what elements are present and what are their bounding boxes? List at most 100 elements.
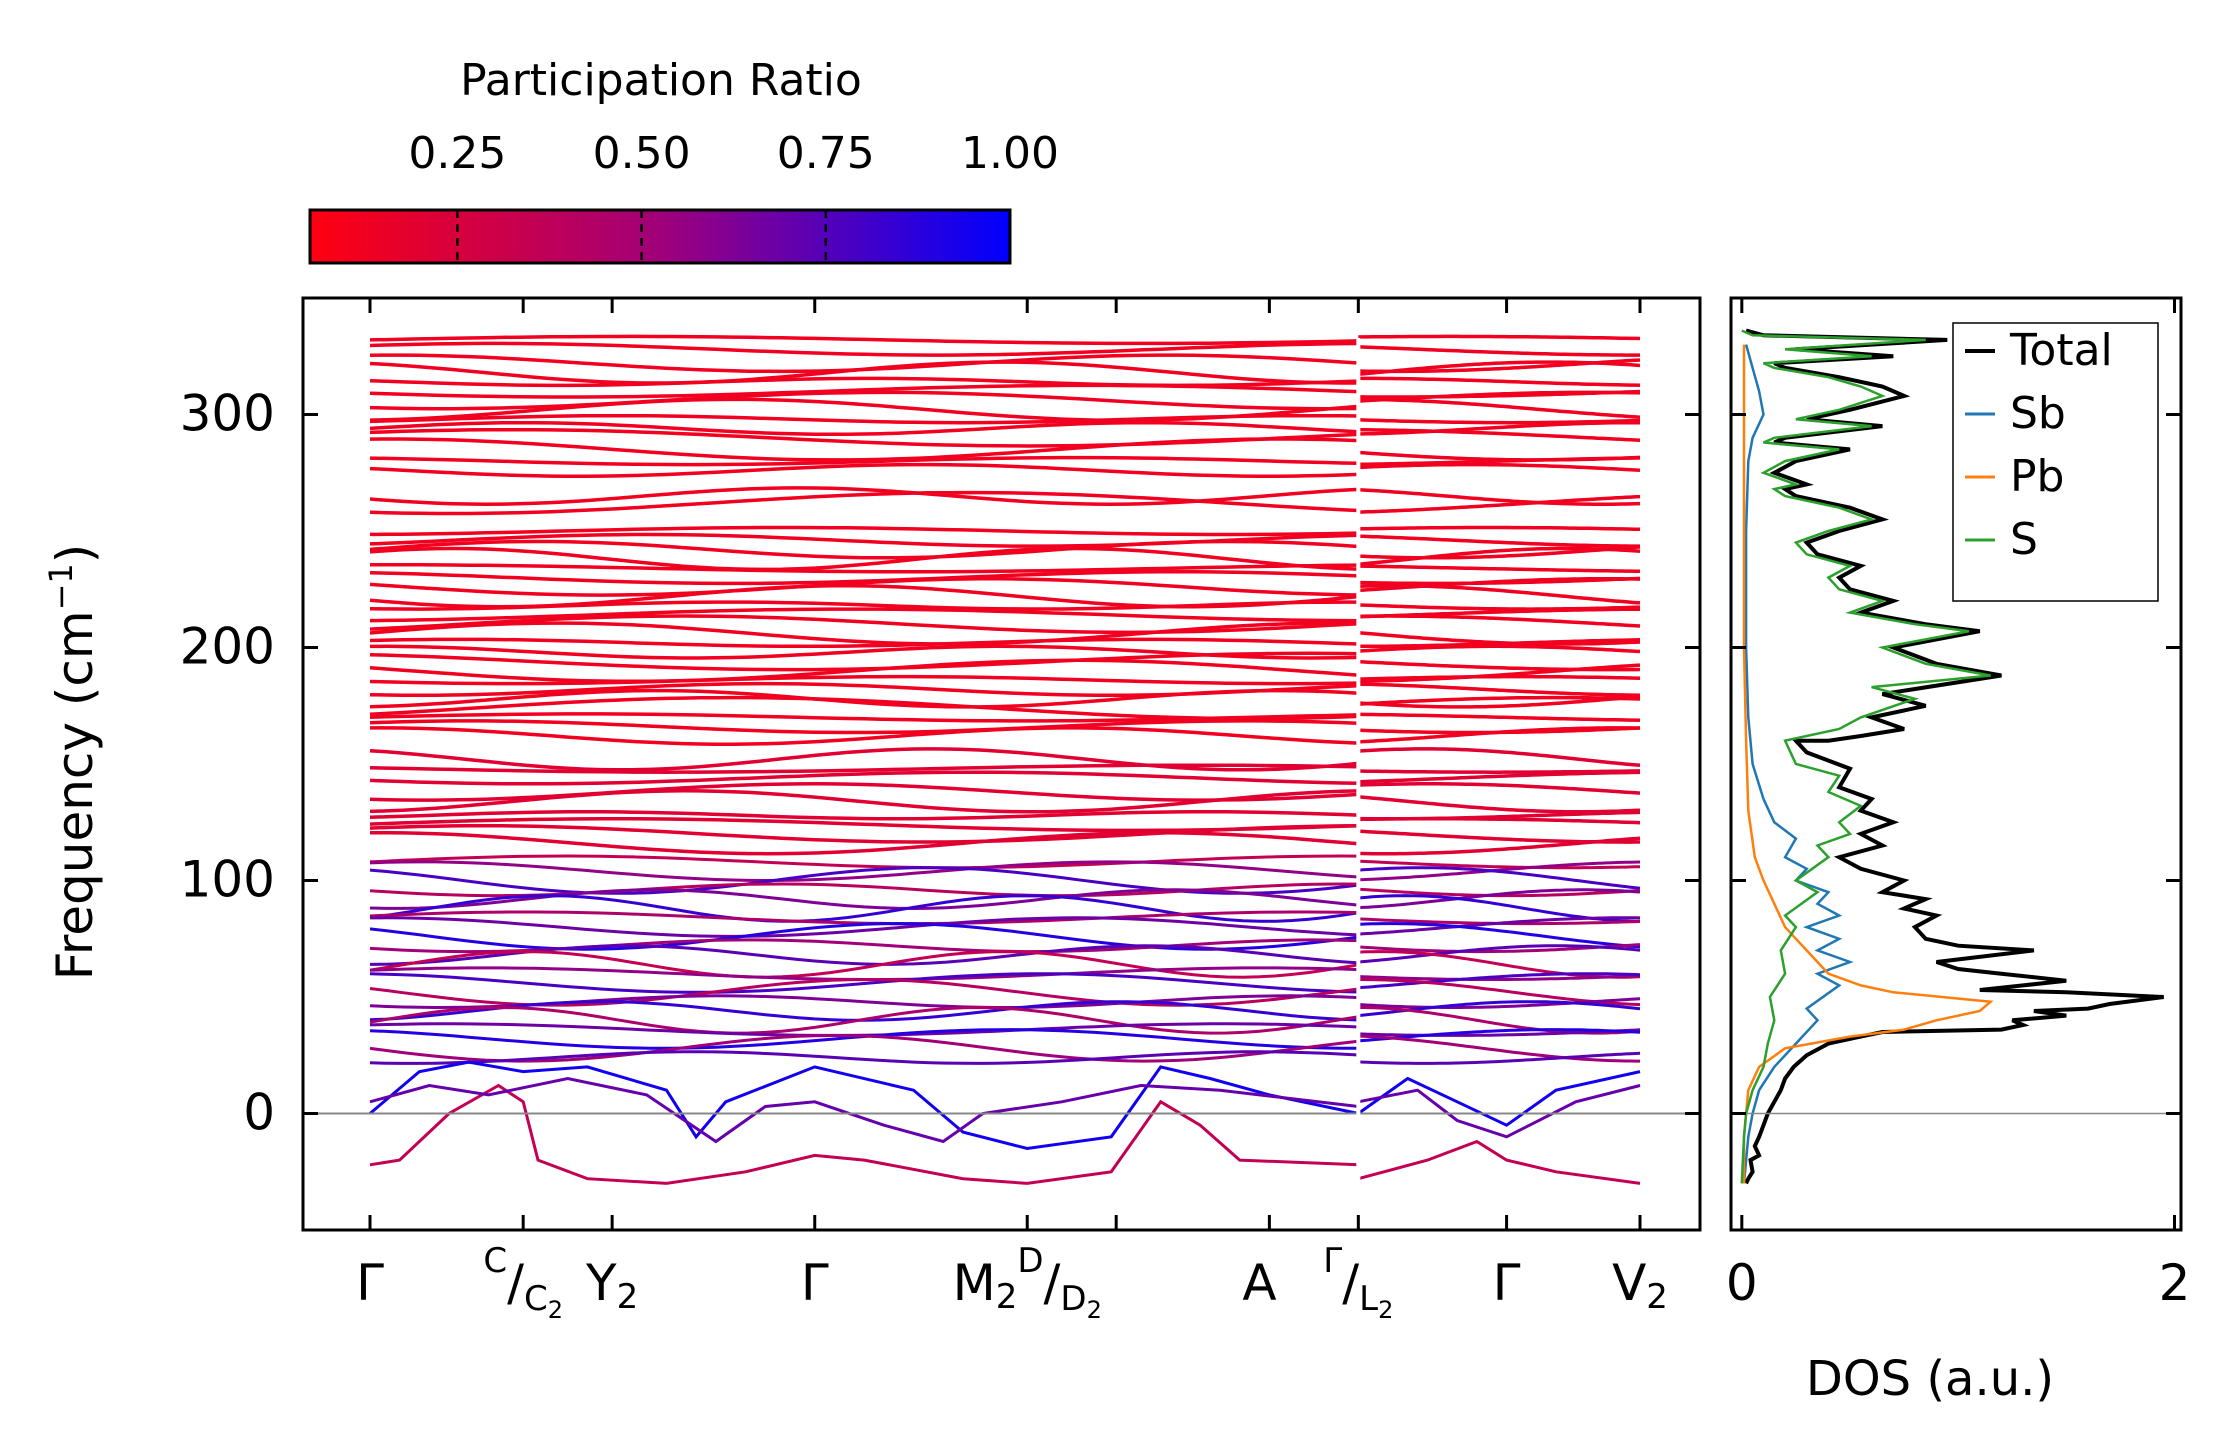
phonon-band-line: [1358, 494, 1641, 514]
phonon-band-line: [1358, 694, 1641, 709]
phonon-band-line: [1358, 817, 1641, 825]
phonon-band-line: [369, 455, 1359, 467]
legend-box: [1952, 322, 2159, 602]
colorbar: Participation Ratio 0.25 0.50 0.75 1.00: [308, 55, 1059, 265]
k-point-label: M2D/D2: [953, 1241, 1102, 1324]
phonon-band-line: [1358, 997, 1641, 1009]
k-point-label-part: Y: [585, 1254, 617, 1312]
phonon-band-line: [1358, 1028, 1641, 1043]
phonon-band-line: [1358, 614, 1641, 628]
legend-label: Total: [2009, 325, 2113, 376]
phonon-band-line: [1358, 1028, 1641, 1037]
phonon-band-line: [1357, 1070, 1641, 1127]
legend-label: Sb: [2010, 388, 2066, 439]
phonon-band-line: [1358, 534, 1640, 548]
phonon-band-line: [1358, 747, 1641, 768]
phonon-band-line: [1358, 795, 1641, 814]
phonon-band-line: [369, 674, 1359, 686]
phonon-band-line: [369, 916, 1359, 938]
k-point-label: C/C2: [483, 1241, 563, 1324]
phonon-band-line: [369, 782, 1359, 802]
phonon-band-line: [369, 888, 1359, 911]
phonon-band-line: [1358, 974, 1641, 981]
phonon-band-line: [369, 712, 1359, 723]
k-point-label-part: Γ: [356, 1254, 384, 1312]
phonon-band-line: [1358, 770, 1640, 784]
phonon-band-line: [369, 1076, 1359, 1144]
colorbar-label: Participation Ratio: [460, 55, 862, 106]
phonon-band-line: [369, 462, 1359, 478]
phonon-band-line: [1358, 462, 1641, 473]
k-point-label-part: /: [507, 1254, 524, 1312]
k-point-label-part: 2: [1646, 1277, 1668, 1317]
y-tick-label: 300: [180, 385, 275, 443]
phonon-band-line: [369, 830, 1359, 856]
phonon-band-line: [1358, 345, 1640, 357]
phonon-band-line: [1358, 420, 1640, 436]
legend-items: Total Sb Pb S: [1965, 325, 2113, 565]
k-point-label: V2: [1612, 1254, 1668, 1317]
phonon-band-line: [369, 376, 1359, 388]
phonon-band-line: [369, 600, 1359, 611]
phonon-band-line: [1358, 695, 1641, 706]
phonon-band-line: [369, 1050, 1359, 1065]
k-point-label-part: 2: [548, 1296, 563, 1324]
k-point-label-part: D: [1017, 1241, 1043, 1281]
phonon-band-line: [370, 563, 1359, 574]
dos-line-pb: [1742, 344, 1994, 1184]
phonon-band-line: [369, 763, 1359, 774]
phonon-band-line: [369, 823, 1359, 844]
phonon-band-line: [369, 972, 1359, 994]
y-axis-label-unit-exponent: −1: [42, 563, 80, 610]
k-point-label-part: V: [1612, 1254, 1646, 1312]
phonon-band-line: [369, 413, 1359, 425]
phonon-band-line: [369, 1083, 1359, 1185]
phonon-band-line: [369, 360, 1359, 385]
phonon-band-line: [1358, 944, 1641, 964]
phonon-band-line: [369, 854, 1359, 870]
k-point-label-part: 2: [996, 1277, 1018, 1317]
dos-axes-frame: [1729, 296, 2183, 1232]
phonon-band-line: [1358, 644, 1641, 654]
k-point-label: Y2: [585, 1254, 638, 1317]
phonon-band-line: [369, 922, 1359, 951]
phonon-band-line: [1358, 638, 1641, 649]
k-point-label-part: L: [1359, 1279, 1378, 1319]
phonon-band-line: [1358, 972, 1641, 990]
phonon-band-line: [369, 383, 1359, 399]
phonon-band-line: [369, 770, 1359, 786]
colorbar-tick-label: 0.50: [593, 128, 691, 179]
y-axis-label: Frequency (cm−1): [42, 544, 104, 981]
phonon-band-line: [369, 546, 1359, 572]
phonon-band-line: [1358, 888, 1641, 910]
phonon-band-line: [369, 420, 1359, 437]
phonon-band-line: [1358, 334, 1641, 341]
phonon-band-line: [370, 726, 1359, 746]
k-point-label-part: C: [524, 1279, 548, 1319]
y-axis-label-close: ): [46, 544, 104, 564]
phonon-band-line: [1358, 546, 1641, 567]
phonon-band-line: [1358, 1084, 1641, 1139]
phonon-band-line: [369, 651, 1359, 672]
phonon-band-line: [369, 390, 1359, 411]
legend: Total Sb Pb S: [1952, 322, 2159, 602]
phonon-band-line: [1358, 360, 1641, 377]
phonon-band-line: [1358, 859, 1641, 870]
phonon-band-line: [1358, 584, 1641, 605]
k-point-label-part: 2: [1378, 1296, 1393, 1324]
colorbar-tick-label: 1.00: [961, 128, 1059, 179]
k-point-label: Γ: [356, 1254, 384, 1312]
phonon-band-line: [369, 719, 1359, 735]
k-point-label-part: 2: [617, 1277, 639, 1317]
phonon-band-line: [369, 747, 1359, 772]
k-point-label: A: [1242, 1254, 1276, 1312]
phonon-bands: [369, 334, 1641, 1185]
phonon-band-line: [369, 658, 1359, 684]
phonon-band-line: [1358, 916, 1641, 936]
k-point-label-part: C: [483, 1241, 507, 1281]
phonon-band-line: [1358, 674, 1641, 681]
